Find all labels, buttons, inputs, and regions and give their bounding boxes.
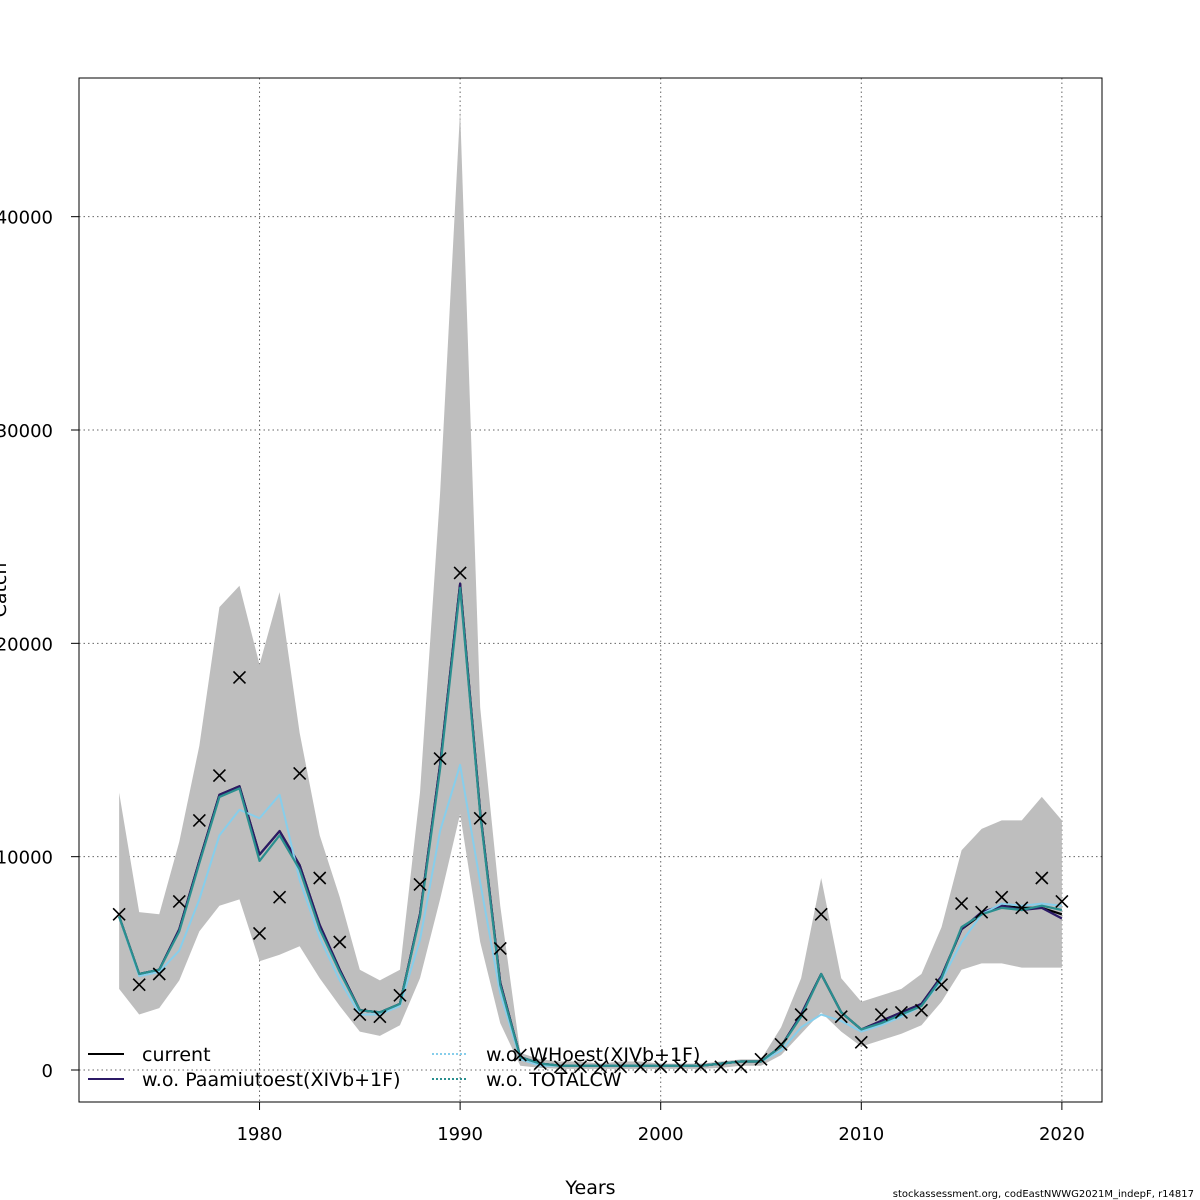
confidence-band [119,110,1062,1069]
x-tick-label: 2020 [1039,1124,1085,1145]
observed-point [955,897,969,911]
y-tick-label: 10000 [0,848,53,869]
observed-point [252,926,267,941]
observed-point [1055,894,1069,909]
x-tick-label: 2010 [838,1124,884,1145]
observed-point [614,1060,628,1074]
observed-point [814,907,828,921]
observed-point [473,811,487,825]
observed-point [353,1007,367,1022]
observed-point [453,566,467,580]
observed-point [975,905,989,919]
footer-credit: stockassessment.org, codEastNWWG2021M_in… [893,1189,1194,1200]
observed-point [674,1060,688,1074]
observed-point [132,978,146,992]
observed-point [313,871,327,885]
observed-point [1035,871,1049,885]
legend-label: w.o. Paamiutoest(XIVb+1F) [142,1069,400,1091]
observed-point [212,769,226,783]
series-lines [118,582,1063,1067]
observed-markers [112,566,1069,1074]
observed-point [934,978,949,992]
observed-point [834,1010,848,1024]
observed-point [533,1057,547,1071]
observed-point [794,1007,808,1022]
y-tick-label: 20000 [0,634,53,655]
observed-point [854,1035,868,1049]
observed-point [754,1052,768,1066]
observed-point [413,877,427,891]
observed-point [333,935,347,949]
x-tick-label: 2000 [638,1124,684,1145]
observed-point [734,1060,748,1074]
observed-point [874,1007,888,1022]
observed-point [232,670,247,685]
observed-point [433,751,447,766]
observed-point [112,907,126,921]
observed-point [634,1060,648,1074]
x-tick-label: 1980 [237,1124,283,1145]
observed-point [573,1060,588,1074]
observed-point [654,1060,668,1074]
legend-label: current [142,1044,211,1066]
observed-point [593,1060,608,1074]
observed-point [172,894,186,909]
observed-point [152,967,166,981]
observed-point [192,813,206,827]
legend-label: w.o. WHoest(XIVb+1F) [486,1044,700,1066]
y-axis-title: Catch [0,563,11,618]
legend: current w.o. Paamiutoest(XIVb+1F) w.o. WHo… [88,1044,700,1091]
observed-point [553,1060,567,1074]
y-tick-label: 40000 [0,208,53,229]
observed-point [513,1048,527,1062]
observed-point [1015,901,1029,915]
observed-point [293,766,307,781]
x-axis-title: Years [564,1177,615,1199]
observed-point [894,1005,908,1019]
observed-point [995,890,1009,904]
observed-point [393,988,407,1002]
observed-point [373,1010,387,1024]
observed-point [774,1037,788,1051]
observed-point [493,941,507,955]
observed-point [694,1060,708,1074]
observed-point [273,890,287,904]
x-axis: 1980 1990 2000 2010 2020 [237,1101,1085,1145]
y-axis: 0 10000 20000 30000 40000 [0,208,79,1082]
x-tick-label: 1990 [437,1124,483,1145]
y-tick-label: 30000 [0,421,53,442]
observed-point [914,1003,929,1017]
y-tick-label: 0 [42,1061,53,1082]
observed-point [714,1060,728,1074]
legend-label: w.o. TOTALCW [486,1069,622,1091]
series-line-3 [118,586,1063,1067]
